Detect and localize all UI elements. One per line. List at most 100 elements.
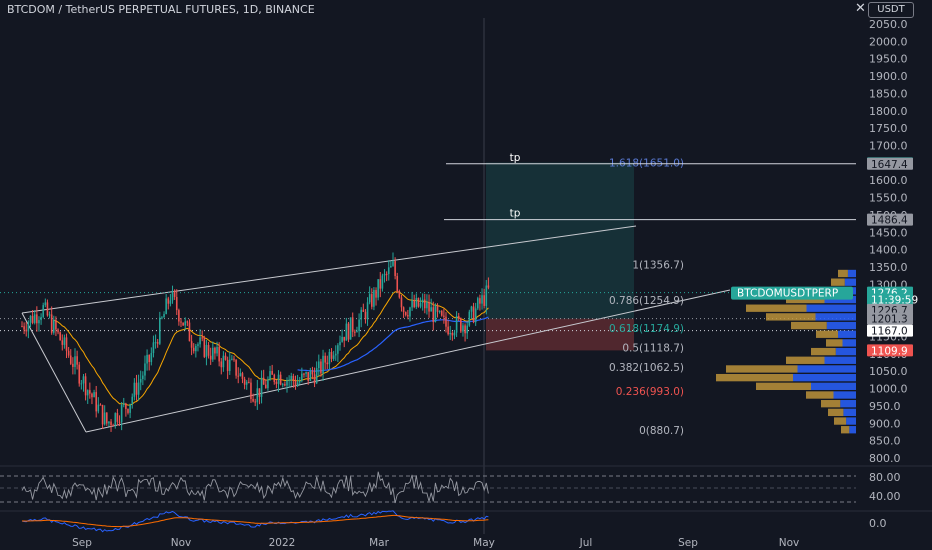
candle-body <box>36 314 38 324</box>
candle-body <box>368 294 371 303</box>
candle-body <box>110 421 112 426</box>
candle-body <box>114 413 117 426</box>
signal-line <box>22 514 489 528</box>
candle-body <box>120 404 123 423</box>
candle-body <box>163 314 165 318</box>
candle-body <box>407 315 409 317</box>
candle-body <box>29 315 32 323</box>
candle-body <box>125 403 127 410</box>
candle-body <box>91 393 93 398</box>
volume-profile-bar-down <box>834 417 847 425</box>
candle-body <box>479 298 481 304</box>
time-tick-label: Nov <box>779 537 800 549</box>
fib-level-label: 0.618(1174.9) <box>609 323 684 335</box>
volume-profile-bar-down <box>831 278 845 286</box>
candle-body <box>421 299 424 304</box>
candle-body <box>311 370 314 375</box>
candle-body <box>127 409 129 413</box>
candle-body <box>190 341 193 348</box>
volume-profile-bar-up <box>844 278 856 286</box>
candle-body <box>485 285 488 306</box>
rsi-line <box>21 471 489 504</box>
candle-body <box>222 355 225 368</box>
candle-body <box>106 412 108 424</box>
candle-body <box>373 290 375 307</box>
candle-body <box>447 326 449 335</box>
candle-body <box>269 371 271 380</box>
candle-body <box>182 322 184 326</box>
candle-body <box>171 290 174 301</box>
currency-selector[interactable]: USDT <box>868 2 914 18</box>
candle-body <box>466 325 468 334</box>
price-badge-label: 1167.0 <box>871 326 908 338</box>
price-badge <box>867 324 913 337</box>
candle-body <box>470 306 473 312</box>
symbol-badge <box>731 286 853 300</box>
candle-body <box>233 358 235 360</box>
candle-body <box>315 368 318 384</box>
price-tick-label: 1350.0 <box>869 261 908 274</box>
candle-body <box>131 396 134 404</box>
candle-body <box>279 374 282 385</box>
candle-body <box>294 380 297 387</box>
candle-body <box>137 382 140 395</box>
candle-body <box>387 267 390 275</box>
candle-body <box>265 384 267 389</box>
volume-profile-bar-down <box>838 269 848 278</box>
candle-body <box>428 302 430 312</box>
candle-body <box>267 379 269 389</box>
volume-profile-bar-down <box>766 313 816 321</box>
candle-body <box>228 359 231 372</box>
candle-body <box>101 404 104 425</box>
time-tick-label: Sep <box>72 537 92 549</box>
close-icon[interactable]: ✕ <box>855 1 866 16</box>
candle-body <box>82 376 85 384</box>
fib-level-label: 0.786(1254.9) <box>609 295 684 307</box>
candle-body <box>33 314 36 323</box>
candle-body <box>226 359 229 372</box>
candle-body <box>362 309 365 312</box>
fib-level-label: 1(1356.7) <box>632 260 684 272</box>
candle-body <box>195 345 197 352</box>
candle-body <box>97 404 100 412</box>
candle-body <box>67 350 70 356</box>
candle-body <box>61 340 64 345</box>
candle-body <box>366 302 369 320</box>
price-tick-label: 1550.0 <box>869 192 908 205</box>
candle-body <box>207 345 210 356</box>
candle-body <box>404 312 407 316</box>
fib-level-label: 0.236(993.0) <box>616 386 684 398</box>
candle-body <box>216 347 218 354</box>
volume-profile-bar-down <box>811 347 836 356</box>
candle-body <box>133 382 136 397</box>
candle-body <box>371 294 373 307</box>
candle-body <box>377 279 379 298</box>
candle-body <box>42 305 44 317</box>
volume-profile-bar-up <box>811 382 856 390</box>
price-channel <box>21 225 731 433</box>
candle-body <box>55 319 57 330</box>
price-tick-label: 1750.0 <box>869 122 908 135</box>
channel-upper-line <box>21 225 637 314</box>
candle-body <box>69 355 72 364</box>
price-badge-label: 1486.4 <box>871 215 908 227</box>
candle-body <box>84 376 87 396</box>
volume-profile-bar-up <box>815 313 856 321</box>
candle-body <box>154 342 157 344</box>
price-tick-label: 1950.0 <box>869 53 908 66</box>
candle-body <box>349 317 352 340</box>
candle-body <box>449 333 452 335</box>
candle-body <box>271 371 273 375</box>
candle-body <box>248 381 250 383</box>
price-tick-label: 2000.0 <box>869 35 908 48</box>
candle-body <box>309 370 312 381</box>
time-tick-label: 2022 <box>269 537 296 549</box>
candle-body <box>424 299 426 309</box>
price-tick-label: 1050.0 <box>869 365 908 378</box>
price-tick-label: 1700.0 <box>869 140 908 153</box>
candle-body <box>443 315 445 317</box>
time-axis[interactable]: Sep Nov 2022 Mar May Jul Sep Nov <box>72 537 799 549</box>
